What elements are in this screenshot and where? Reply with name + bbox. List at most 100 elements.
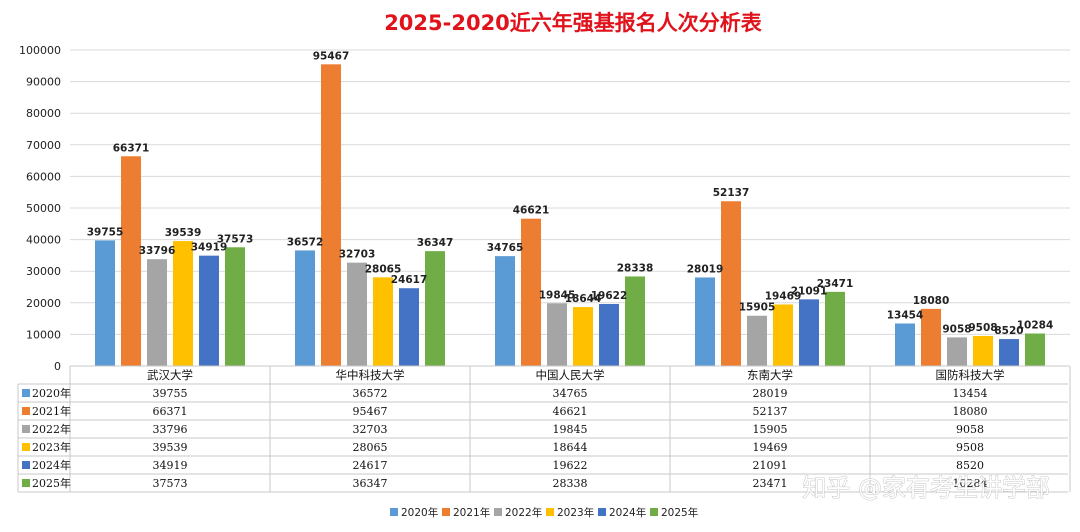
- bar: [799, 299, 819, 366]
- bar: [147, 259, 167, 366]
- bar: [521, 218, 541, 366]
- legend-label: 2025年: [661, 506, 698, 519]
- bar: [295, 250, 315, 366]
- category-label: 东南大学: [747, 368, 793, 382]
- data-label: 13454: [887, 309, 924, 321]
- table-cell: 23471: [753, 477, 788, 490]
- bar: [695, 277, 715, 366]
- y-tick-label: 0: [54, 360, 61, 373]
- bar: [573, 307, 593, 366]
- table-cell: 34765: [553, 387, 588, 400]
- y-tick-label: 60000: [26, 170, 61, 183]
- data-label: 19622: [591, 290, 628, 302]
- legend-swatch: [598, 508, 606, 516]
- legend: 2020年 2021年 2022年 2023年 2024年 2025年: [390, 506, 698, 519]
- data-label: 33796: [139, 245, 176, 257]
- data-table: 武汉大学 华中科技大学 中国人民大学 东南大学 国防科技大学 2020年 39755 3657…: [17, 365, 1071, 493]
- data-label: 19845: [539, 289, 576, 301]
- y-tick-label: 50000: [26, 202, 61, 215]
- table-series-name: 2024年: [32, 458, 71, 472]
- bar: [921, 308, 941, 366]
- y-tick-label: 10000: [26, 328, 61, 341]
- legend-label: 2020年: [401, 506, 438, 519]
- table-cell: 66371: [153, 405, 188, 418]
- data-label: 36572: [287, 236, 324, 248]
- table-cell: 28338: [553, 477, 588, 490]
- table-cell: 36347: [353, 477, 388, 490]
- category-label: 华中科技大学: [336, 368, 405, 382]
- data-label: 28338: [617, 262, 654, 274]
- table-cell: 28065: [353, 441, 388, 454]
- y-tick-label: 80000: [26, 107, 61, 120]
- table-cell: 36572: [353, 387, 388, 400]
- table-series-key: [22, 479, 30, 487]
- table-series-key: [22, 425, 30, 433]
- y-tick-label: 100000: [19, 44, 61, 57]
- category-label: 国防科技大学: [936, 368, 1005, 382]
- bar: [747, 315, 767, 366]
- table-cell: 15905: [753, 423, 788, 436]
- data-label: 66371: [113, 142, 150, 154]
- table-series-key: [22, 443, 30, 451]
- data-label: 8520: [994, 325, 1023, 337]
- table-cell: 19845: [553, 423, 588, 436]
- table-cell: 46621: [553, 405, 588, 418]
- data-label: 39755: [87, 226, 124, 238]
- legend-swatch: [390, 508, 398, 516]
- data-label: 32703: [339, 249, 376, 261]
- y-tick-label: 30000: [26, 265, 61, 278]
- data-label: 36347: [417, 237, 454, 249]
- table-cell: 9058: [956, 423, 984, 436]
- data-label: 23471: [817, 278, 854, 290]
- bar: [721, 201, 741, 366]
- y-tick-label: 70000: [26, 139, 61, 152]
- table-series-name: 2020年: [32, 386, 71, 400]
- data-label: 34765: [487, 242, 524, 254]
- bar: [321, 64, 341, 366]
- table-series-name: 2021年: [32, 404, 71, 418]
- data-label: 18080: [913, 295, 950, 307]
- table-cell: 24617: [353, 459, 388, 472]
- y-tick-label: 40000: [26, 234, 61, 247]
- y-tick-label: 90000: [26, 76, 61, 89]
- bar: [547, 303, 567, 366]
- y-axis: 0 10000 20000 30000 40000 50000 60000 70000 8000…: [19, 44, 61, 373]
- data-label: 46621: [513, 205, 550, 217]
- data-label: 24617: [391, 274, 428, 286]
- table-cell: 39755: [153, 387, 188, 400]
- category-label: 中国人民大学: [536, 368, 605, 382]
- bar: [199, 255, 219, 366]
- bar: [425, 251, 445, 366]
- table-cell: 9508: [956, 441, 984, 454]
- bar: [373, 277, 393, 366]
- bar: [399, 288, 419, 366]
- bar: [999, 339, 1019, 366]
- table-series-key: [22, 461, 30, 469]
- legend-swatch: [546, 508, 554, 516]
- data-label: 28065: [365, 263, 402, 275]
- bar: [973, 335, 993, 366]
- table-cell: 8520: [956, 459, 984, 472]
- data-label: 39539: [165, 227, 202, 239]
- table-cell: 95467: [353, 405, 388, 418]
- table-cell: 21091: [753, 459, 788, 472]
- data-label: 34919: [191, 242, 228, 254]
- table-series-name: 2025年: [32, 476, 71, 490]
- bar: [625, 276, 645, 366]
- data-label: 10284: [1017, 320, 1054, 332]
- bar: [95, 240, 115, 366]
- table-cell: 34919: [153, 459, 188, 472]
- legend-label: 2021年: [453, 506, 490, 519]
- bar: [495, 256, 515, 366]
- data-label: 28019: [687, 263, 724, 275]
- table-series-name: 2022年: [32, 422, 71, 436]
- data-label: 18644: [565, 293, 602, 305]
- y-tick-label: 20000: [26, 297, 61, 310]
- legend-label: 2024年: [609, 506, 646, 519]
- bar: [599, 303, 619, 366]
- bar: [225, 247, 245, 366]
- table-cell: 52137: [753, 405, 788, 418]
- table-cell: 18080: [953, 405, 988, 418]
- legend-swatch: [494, 508, 502, 516]
- data-label: 19469: [765, 290, 802, 302]
